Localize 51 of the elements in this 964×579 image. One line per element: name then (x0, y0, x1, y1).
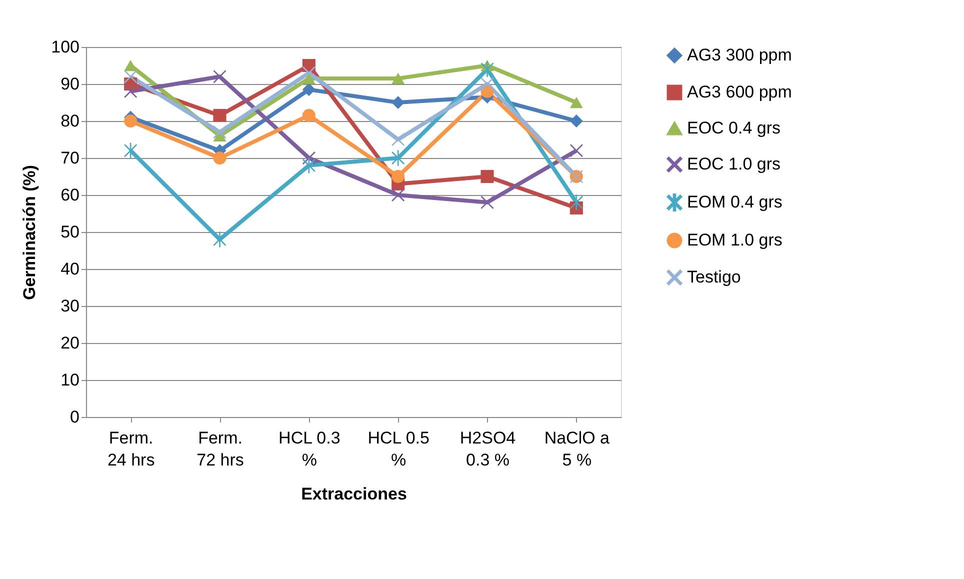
y-tick-label: 40 (60, 260, 80, 278)
legend-label: EOC 1.0 grs (687, 154, 781, 174)
point (570, 96, 583, 108)
x-tick-label: NaClO a 5 % (544, 428, 610, 470)
point (392, 96, 405, 110)
y-tick-label: 10 (60, 370, 80, 390)
point (302, 72, 316, 84)
point (480, 170, 494, 184)
y-tick-label: 30 (60, 296, 80, 316)
point (213, 151, 226, 165)
point (392, 188, 405, 202)
legend-label: Testigo (687, 268, 741, 286)
point (480, 77, 494, 91)
y-tick-label: 60 (60, 186, 80, 204)
x-tick-label: Ferm. 72 hrs (196, 428, 244, 470)
y-tick-label: 20 (60, 334, 80, 352)
point (124, 70, 138, 84)
y-tick-label: 80 (60, 112, 80, 130)
x-axis-title: Extracciones (301, 484, 407, 504)
point (213, 108, 226, 122)
point (302, 83, 316, 96)
point (392, 72, 405, 84)
y-tick-label: 50 (60, 222, 80, 242)
point (124, 114, 138, 128)
point (570, 114, 583, 128)
y-tick-label: 90 (60, 74, 80, 94)
x-tick-label: H2SO4 0.3 % (460, 428, 516, 470)
point (480, 61, 494, 78)
legend-label: EOC 0.4 grs (687, 118, 781, 138)
point (392, 150, 405, 166)
y-tick-label: 0 (70, 408, 80, 426)
point (302, 66, 316, 80)
point (213, 126, 226, 139)
y-tick-label: 100 (51, 38, 80, 56)
x-tick-label: Ferm. 24 hrs (107, 428, 155, 470)
point (213, 232, 226, 248)
x-tick-label: HCL 0.5 % (368, 428, 430, 470)
point (392, 132, 405, 146)
y-tick-label: 70 (60, 148, 80, 168)
y-axis-title: Germinación (%) (20, 164, 40, 300)
legend-label: EOM 1.0 grs (687, 230, 782, 250)
point (302, 108, 316, 122)
legend-label: AG3 600 ppm (687, 82, 792, 102)
point (213, 70, 226, 84)
x-tick-label: HCL 0.3 % (278, 428, 340, 470)
point (480, 196, 494, 209)
point (124, 84, 138, 98)
legend-label: AG3 300 ppm (687, 46, 792, 64)
legend-label: EOM 0.4 grs (687, 192, 782, 212)
point (570, 144, 583, 158)
point (392, 170, 405, 184)
